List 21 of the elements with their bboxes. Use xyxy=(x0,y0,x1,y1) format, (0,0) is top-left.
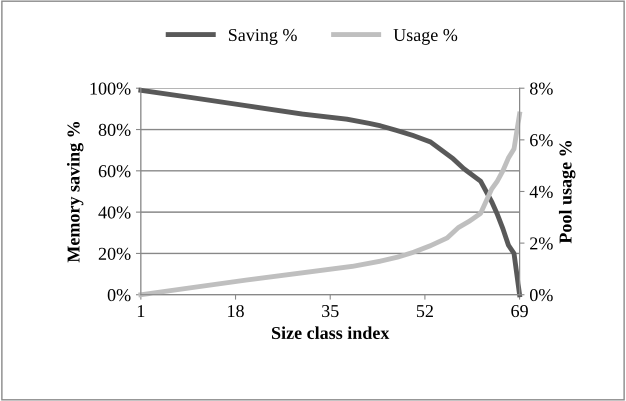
x-tick-label: 52 xyxy=(416,305,433,318)
y2-tick-label: 0% xyxy=(530,288,553,302)
y-axis-title: Memory saving % xyxy=(66,122,84,262)
x-tick-label: 18 xyxy=(228,304,244,318)
y2-tick-label: 6% xyxy=(530,134,553,146)
y-tick-label: 0% xyxy=(108,288,131,302)
x-tick-label: 35 xyxy=(322,305,339,318)
legend-label: Saving % xyxy=(228,28,297,45)
x-tick-label: 69 xyxy=(511,305,528,318)
x-axis-title: Size class index xyxy=(272,326,390,340)
y-tick-label: 20% xyxy=(98,248,131,260)
y-tick-label: 40% xyxy=(98,206,131,219)
y2-tick-label: 2% xyxy=(530,237,553,250)
y2-axis-title: Pool usage % xyxy=(558,141,576,244)
y-tick-label: 80% xyxy=(98,124,131,136)
y2-tick-label: 8% xyxy=(530,82,553,95)
y2-tick-label: 4% xyxy=(530,186,553,198)
x-tick-label: 1 xyxy=(138,305,144,317)
legend-label: Usage % xyxy=(394,28,458,45)
y-tick-label: 60% xyxy=(98,165,131,178)
y-tick-label: 100% xyxy=(90,82,131,95)
